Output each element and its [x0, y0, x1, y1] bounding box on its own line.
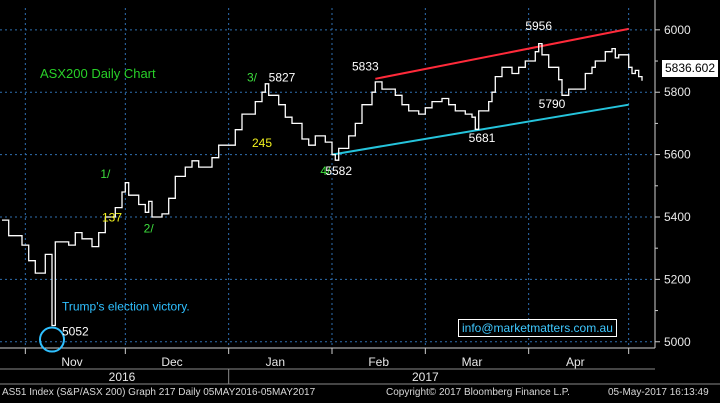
axes: 5000 5200 5400 5600 5800 6000 Nov Dec Jan Feb Mar A…	[0, 0, 720, 385]
election-marker-circle	[39, 326, 65, 353]
annotation-level: 5681	[469, 131, 496, 145]
footer-security-info: AS51 Index (S&P/ASX 200) Graph 217 Daily…	[2, 387, 316, 398]
y-tick-label: 5800	[664, 85, 691, 99]
price-series	[2, 42, 643, 327]
annotation-wave: 4/	[320, 164, 331, 178]
x-year-label: 2016	[109, 370, 136, 384]
x-month-label: Apr	[566, 355, 585, 369]
last-price-tag: 5836.602	[662, 60, 718, 77]
annotation-event: Trump's election victory.	[62, 300, 190, 314]
y-tick-label: 5600	[664, 148, 691, 162]
grid-lines	[0, 8, 655, 348]
contact-email-box[interactable]: info@marketmatters.com.au	[458, 319, 617, 337]
annotation-gap: 245	[252, 136, 272, 150]
price-line	[2, 42, 643, 327]
y-tick-label: 5200	[664, 272, 691, 286]
footer-timestamp: 05-May-2017 16:13:49	[608, 387, 709, 398]
chart-title: ASX200 Daily Chart	[40, 66, 156, 81]
footer-copyright: Copyright© 2017 Bloomberg Finance L.P.	[386, 387, 570, 398]
annotation-level: 5827	[269, 70, 296, 84]
y-tick-label: 6000	[664, 23, 691, 37]
x-month-label: Jan	[266, 355, 285, 369]
y-tick-label: 5000	[664, 335, 691, 349]
x-month-label: Nov	[61, 355, 82, 369]
annotation-level: 5790	[539, 97, 566, 111]
annotation-gap: 137	[102, 211, 122, 225]
trendlines	[331, 27, 629, 156]
annotation-wave: 2/	[144, 222, 155, 236]
annotation-wave: 1/	[100, 167, 111, 181]
annotation-level: 5956	[525, 19, 552, 33]
annotation-level: 5582	[325, 164, 352, 178]
annotation-wave: 3/	[247, 70, 258, 84]
annotation-level: 5052	[62, 325, 89, 339]
x-month-label: Feb	[368, 355, 389, 369]
x-month-label: Dec	[161, 355, 182, 369]
y-tick-label: 5400	[664, 210, 691, 224]
x-month-label: Mar	[462, 355, 483, 369]
support-trendline	[331, 103, 629, 156]
annotation-level: 5833	[352, 59, 379, 73]
x-year-label: 2017	[412, 370, 439, 384]
event-marker	[39, 326, 65, 353]
annotations: 1/2/3/4/137 245 5827 5582 5833 5681 5956 5790 50…	[62, 19, 566, 339]
resistance-trendline	[375, 27, 629, 80]
